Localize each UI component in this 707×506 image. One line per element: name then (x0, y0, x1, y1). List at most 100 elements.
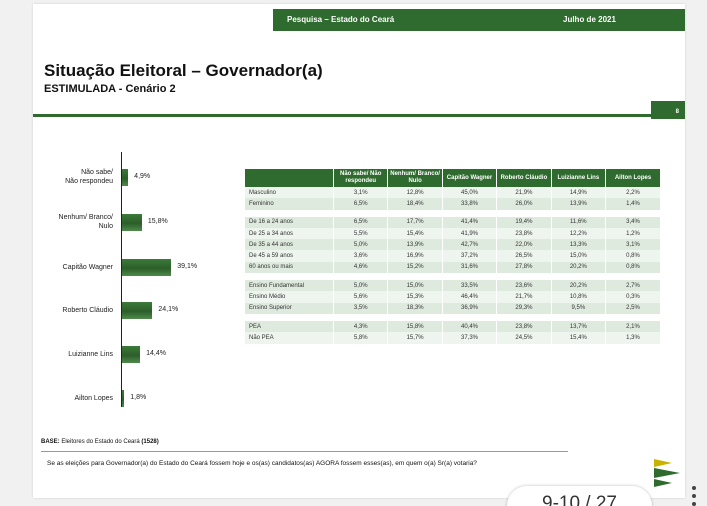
row-label: De 35 a 44 anos (244, 239, 334, 251)
bar-label: Capitão Wagner (62, 263, 113, 271)
row-label: Masculino (244, 187, 334, 199)
bar-value-label: 4,9% (134, 173, 151, 180)
table-cell: 2,7% (605, 280, 660, 292)
table-cell: 46,4% (441, 291, 497, 303)
table-cell: 1,2% (605, 227, 660, 240)
table-cell: 13,9% (387, 239, 443, 251)
table-cell: 21,7% (496, 291, 552, 303)
table-cell: 12,2% (550, 227, 606, 240)
bar-value-label: 1,8% (130, 394, 147, 401)
row-label: 60 anos ou mais (244, 261, 334, 274)
table-cell: 4,6% (332, 261, 388, 274)
crosstab-table: Não sabe/ Não respondeu Nenhum/ Branco/ N… (244, 169, 660, 344)
bar-label: Ailton Lopes (74, 394, 113, 402)
table-cell: 15,0% (387, 280, 443, 292)
table-header-row: Não sabe/ Não respondeu Nenhum/ Branco/ N… (244, 169, 660, 187)
header-corner (244, 169, 334, 187)
footer-divider (41, 451, 568, 452)
table-cell: 3,1% (605, 239, 660, 251)
table-cell: 13,3% (550, 239, 606, 251)
table-cell: 27,8% (496, 261, 552, 274)
bar-value-label: 14,4% (146, 350, 166, 357)
survey-title: Pesquisa – Estado do Ceará (287, 15, 395, 24)
table-cell: 24,5% (496, 332, 552, 344)
bar (122, 390, 125, 407)
row-label: Ensino Fundamental (244, 280, 334, 292)
table-cell: 5,0% (332, 239, 388, 251)
table-cell: 31,6% (441, 261, 497, 274)
row-label: De 16 a 24 anos (244, 216, 334, 228)
table-cell: 15,2% (387, 261, 443, 274)
table-cell: 20,2% (550, 280, 606, 292)
bar (122, 302, 153, 319)
table-cell: 19,4% (496, 216, 552, 228)
table-cell: 15,4% (387, 227, 443, 240)
table-cell: 20,2% (550, 261, 606, 274)
table-row: De 25 a 34 anos 5,5% 15,4% 41,9% 23,8% 12,2% 1… (244, 227, 660, 240)
table-cell: 18,4% (387, 198, 443, 210)
table-cell: 26,5% (496, 250, 552, 262)
table-row: Ensino Superior 3,5% 18,3% 36,9% 29,3% 9,5% 2,… (244, 302, 660, 314)
header-bar: Pesquisa – Estado do Ceará Julho de 2021 (273, 9, 685, 31)
table-cell: 23,8% (496, 320, 552, 333)
table-cell: 9,5% (550, 302, 606, 314)
bar (122, 214, 142, 231)
table-cell: 41,9% (441, 227, 497, 240)
base-count: (1528) (141, 439, 159, 445)
base-text: Eleitores do Estado do Ceará (61, 439, 140, 445)
table-cell: 11,6% (550, 216, 606, 228)
table-cell: 1,4% (605, 198, 660, 210)
bar-label: Roberto Cláudio (62, 306, 113, 314)
table-cell: 5,0% (332, 280, 388, 292)
table-cell: 15,7% (387, 332, 443, 344)
group-spacer (244, 273, 660, 281)
table-cell: 0,3% (605, 291, 660, 303)
row-label: Ensino Superior (244, 302, 334, 314)
column-header: Nenhum/ Branco/ Nulo (387, 169, 443, 187)
row-label: De 25 a 34 anos (244, 227, 334, 240)
table-row: De 16 a 24 anos 6,5% 17,7% 41,4% 19,4% 11,6% 3… (244, 216, 660, 228)
table-row: Ensino Fundamental 5,0% 15,0% 33,5% 23,6% 20,… (244, 280, 660, 292)
page-title: Situação Eleitoral – Governador(a) (44, 61, 323, 80)
table-cell: 0,8% (605, 250, 660, 262)
table-cell: 0,8% (605, 261, 660, 274)
table-cell: 2,2% (605, 187, 660, 199)
slide: Pesquisa – Estado do Ceará Julho de 2021… (33, 4, 685, 498)
table-cell: 23,8% (496, 227, 552, 240)
table-row: Feminino 6,5% 18,4% 33,8% 26,0% 13,9% 1,4% (244, 198, 660, 210)
table-row: Não PEA 5,8% 15,7% 37,3% 24,5% 15,4% 1,3% (244, 332, 660, 344)
table-cell: 15,0% (550, 250, 606, 262)
table-row: 60 anos ou mais 4,6% 15,2% 31,6% 27,8% 20,2% 0… (244, 261, 660, 274)
table-row: De 35 a 44 anos 5,0% 13,9% 42,7% 22,0% 13,3% 3… (244, 239, 660, 251)
chart-axis (121, 152, 122, 407)
table-cell: 37,3% (441, 332, 497, 344)
table-cell: 4,3% (332, 320, 388, 333)
table-cell: 5,6% (332, 291, 388, 303)
table-row: Ensino Médio 5,6% 15,3% 46,4% 21,7% 10,8% 0,3% (244, 291, 660, 303)
row-label: Feminino (244, 198, 334, 210)
table-cell: 45,0% (441, 187, 497, 199)
table-cell: 3,4% (605, 216, 660, 228)
column-header: Luizianne Lins (550, 169, 606, 187)
table-cell: 36,9% (441, 302, 497, 314)
table-cell: 13,9% (550, 198, 606, 210)
table-row: De 45 a 59 anos 3,6% 16,9% 37,2% 26,5% 15,0% 0… (244, 250, 660, 262)
table-cell: 41,4% (441, 216, 497, 228)
table-cell: 5,5% (332, 227, 388, 240)
bar (122, 346, 141, 363)
column-header: Capitão Wagner (441, 169, 497, 187)
page-indicator[interactable]: 9-10 / 27 (507, 486, 652, 506)
group-spacer (244, 209, 660, 217)
row-label: Ensino Médio (244, 291, 334, 303)
survey-question: Se as eleições para Governador(a) do Est… (47, 460, 477, 467)
column-header: Não sabe/ Não respondeu (332, 169, 388, 187)
bar-label: Luizianne Lins (68, 350, 113, 358)
bar-value-label: 39,1% (177, 263, 198, 270)
base-note: BASE: Eleitores do Estado do Ceará (1528… (41, 439, 159, 445)
row-label: De 45 a 59 anos (244, 250, 334, 262)
column-header: Ailton Lopes (605, 169, 660, 187)
table-cell: 33,8% (441, 198, 497, 210)
more-options-icon[interactable] (692, 486, 698, 506)
table-row: PEA 4,3% 15,8% 40,4% 23,8% 13,7% 2,1% (244, 320, 660, 333)
row-label: Não PEA (244, 332, 334, 344)
